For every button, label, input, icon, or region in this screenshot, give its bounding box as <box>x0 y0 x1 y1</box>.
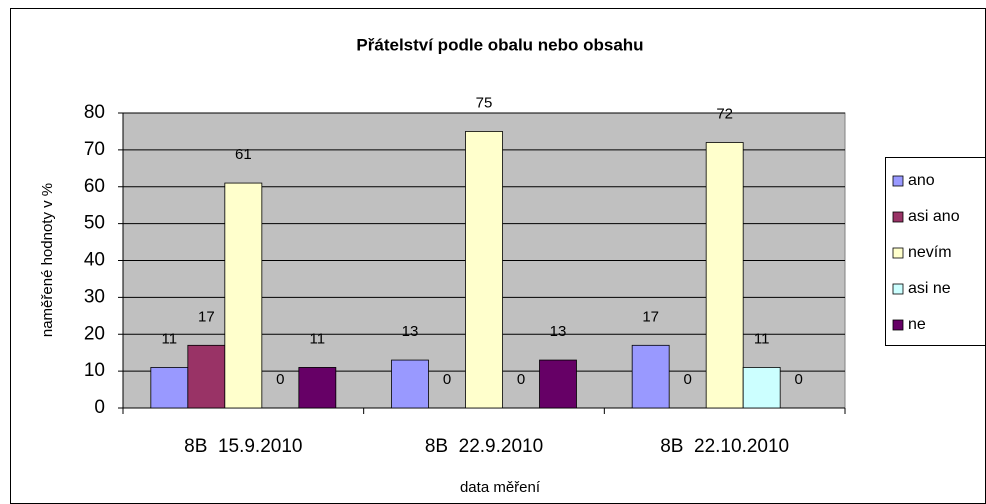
bar <box>150 367 189 409</box>
legend-swatch <box>892 175 904 187</box>
bar <box>631 344 670 409</box>
x-tick-label: 8B 22.10.2010 <box>660 436 789 457</box>
legend-label: nevím <box>908 244 952 261</box>
data-label: 0 <box>443 371 451 388</box>
legend-label: asi ano <box>908 208 960 225</box>
bar <box>187 344 226 409</box>
legend-label: asi ne <box>908 280 951 297</box>
y-tick-label: 40 <box>84 250 105 271</box>
bar <box>224 182 263 409</box>
data-label: 13 <box>550 323 567 340</box>
bar <box>391 359 429 409</box>
y-tick-label: 0 <box>94 397 105 418</box>
data-label: 13 <box>402 323 419 340</box>
x-axis-label: data měření <box>460 479 541 496</box>
legend-label: ne <box>908 316 926 333</box>
data-label: 0 <box>517 371 525 388</box>
legend-swatch <box>892 319 904 331</box>
data-label: 0 <box>683 371 691 388</box>
data-label: 11 <box>310 330 326 347</box>
data-label: 61 <box>235 146 252 163</box>
legend-label: ano <box>908 172 935 189</box>
y-tick-label: 70 <box>84 139 105 160</box>
legend-swatch <box>892 247 904 259</box>
data-label: 17 <box>642 308 659 325</box>
bar <box>705 142 744 409</box>
legend-swatch <box>892 211 904 223</box>
data-label: 17 <box>198 308 215 325</box>
data-label: 0 <box>794 371 802 388</box>
chart-title: Přátelství podle obalu nebo obsahu <box>356 35 643 54</box>
legend-swatch <box>892 283 904 295</box>
data-label: 11 <box>162 330 178 347</box>
bar <box>539 359 577 409</box>
data-label: 11 <box>754 330 770 347</box>
y-tick-label: 30 <box>84 286 105 307</box>
y-tick-label: 20 <box>84 323 105 344</box>
bar <box>742 367 781 409</box>
y-tick-label: 50 <box>84 213 105 234</box>
y-tick-label: 80 <box>84 102 105 123</box>
x-tick-label: 8B 22.9.2010 <box>425 436 543 457</box>
x-tick-label: 8B 15.9.2010 <box>184 436 302 457</box>
bar <box>465 131 503 409</box>
data-label: 75 <box>476 94 493 111</box>
data-label: 72 <box>716 105 733 122</box>
y-tick-label: 60 <box>84 176 105 197</box>
y-tick-label: 10 <box>84 360 105 381</box>
y-axis-label: naměřené hodnoty v % <box>39 183 56 337</box>
data-label: 0 <box>276 371 284 388</box>
bar <box>298 367 337 409</box>
